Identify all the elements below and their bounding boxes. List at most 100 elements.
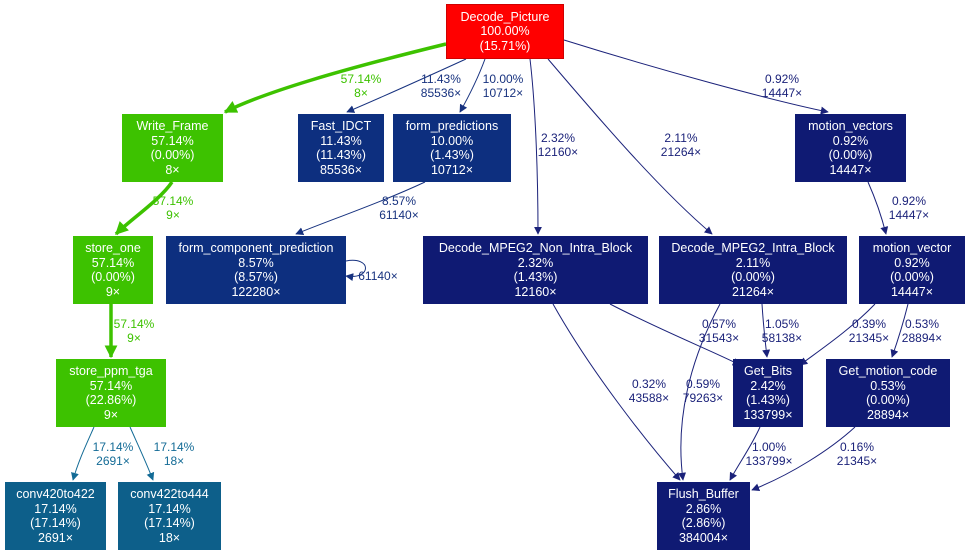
node-percent: 0.92% xyxy=(832,133,869,148)
node-name: Decode_MPEG2_Non_Intra_Block xyxy=(438,241,633,255)
node-name: conv420to422 xyxy=(16,487,95,501)
edge-decode_picture-to-decode_non_intra xyxy=(529,58,542,235)
edge-label: 1.05% 58138× xyxy=(742,317,822,345)
node-name: Decode_MPEG2_Intra_Block xyxy=(671,241,835,255)
node-percent: 2.32% xyxy=(517,255,554,270)
edge-label: 0.57% 31543× xyxy=(679,317,759,345)
edge-percent: 57.14% xyxy=(152,194,194,208)
node-decode-non-intra[interactable]: Decode_MPEG2_Non_Intra_Block 2.32% (1.43%)… xyxy=(423,236,648,304)
edge-percent: 1.05% xyxy=(764,317,800,331)
edge-label: 0.92% 14447× xyxy=(869,194,949,222)
edge-calls: 79263× xyxy=(682,391,724,405)
node-self-percent: (0.00%) xyxy=(150,148,195,162)
edge-calls: 14447× xyxy=(761,86,803,100)
node-self-percent: (1.43%) xyxy=(513,270,558,284)
node-self-percent: (15.71%) xyxy=(479,38,531,53)
edge-calls: 61140× xyxy=(379,208,419,222)
node-fast-idct[interactable]: Fast_IDCT 11.43% (11.43%) 85536× xyxy=(298,114,384,182)
edge-calls: 58138× xyxy=(761,331,803,345)
node-get-motion-code[interactable]: Get_motion_code 0.53% (0.00%) 28894× xyxy=(826,359,950,427)
node-self-percent: (22.86%) xyxy=(85,393,137,407)
edge-percent: 10.00% xyxy=(482,72,524,86)
node-form-predictions[interactable]: form_predictions 10.00% (1.43%) 10712× xyxy=(393,114,511,182)
node-calls: 12160× xyxy=(514,284,557,299)
node-name: conv422to444 xyxy=(130,487,209,501)
edge-form_component_prediction-to-form_component_prediction xyxy=(345,259,366,282)
node-self-percent: (0.00%) xyxy=(731,270,775,284)
edge-get_bits-to-flush_buffer xyxy=(729,426,761,481)
edge-decode_non_intra-to-flush_buffer xyxy=(552,303,681,481)
node-conv420to422[interactable]: conv420to422 17.14% (17.14%) 2691× xyxy=(5,482,106,550)
edge-label: 2.11% 21264× xyxy=(641,131,721,159)
node-name: motion_vectors xyxy=(808,119,893,133)
node-percent: 2.86% xyxy=(685,501,722,516)
node-flush-buffer[interactable]: Flush_Buffer 2.86% (2.86%) 384004× xyxy=(657,482,750,550)
node-calls: 14447× xyxy=(829,162,872,177)
edge-get_motion_code-to-flush_buffer xyxy=(751,426,856,492)
edge-percent: 0.39% xyxy=(851,317,887,331)
node-store-ppm-tga[interactable]: store_ppm_tga 57.14% (22.86%) 9× xyxy=(56,359,166,427)
edge-label: 8.57% 61140× xyxy=(359,194,439,222)
node-self-percent: (0.00%) xyxy=(890,270,934,284)
node-decode-picture[interactable]: Decode_Picture 100.00% (15.71%) xyxy=(446,4,564,59)
node-self-percent: (1.43%) xyxy=(430,148,474,162)
node-name: Write_Frame xyxy=(136,119,209,133)
edge-calls: 43588× xyxy=(628,391,670,405)
node-name: Decode_Picture xyxy=(460,9,550,24)
node-get-bits[interactable]: Get_Bits 2.42% (1.43%) 133799× xyxy=(733,359,803,427)
edge-store_ppm_tga-to-conv422to444 xyxy=(129,426,155,481)
node-calls: 133799× xyxy=(743,407,793,422)
edge-label: 61140× xyxy=(338,269,418,283)
node-self-percent: (0.00%) xyxy=(91,270,135,284)
edge-percent: 0.57% xyxy=(701,317,737,331)
edge-decode_intra-to-flush_buffer xyxy=(678,303,721,481)
edge-decode_picture-to-motion_vectors xyxy=(563,39,829,115)
node-name: Fast_IDCT xyxy=(310,119,372,133)
edge-calls: 9× xyxy=(166,208,180,222)
node-self-percent: (2.86%) xyxy=(681,516,726,530)
node-name: motion_vector xyxy=(872,241,952,255)
node-calls: 10712× xyxy=(430,162,474,177)
edge-calls: 133799× xyxy=(745,454,793,468)
node-calls: 21264× xyxy=(731,284,775,299)
edge-calls: 8× xyxy=(354,86,368,100)
node-calls: 18× xyxy=(158,530,181,545)
node-percent: 2.42% xyxy=(750,378,786,393)
edge-calls: 21264× xyxy=(660,145,702,159)
edge-percent: 57.14% xyxy=(340,72,382,86)
edge-calls: 28894× xyxy=(901,331,943,345)
node-percent: 0.53% xyxy=(870,378,906,393)
node-store-one[interactable]: store_one 57.14% (0.00%) 9× xyxy=(73,236,153,304)
node-percent: 17.14% xyxy=(34,501,77,516)
node-self-percent: (11.43%) xyxy=(316,148,366,162)
edge-decode_non_intra-to-get_bits xyxy=(609,303,741,366)
edge-percent: 8.57% xyxy=(381,194,417,208)
node-name: Get_motion_code xyxy=(838,364,938,378)
edge-calls: 18× xyxy=(163,454,185,468)
node-name: Get_Bits xyxy=(744,364,792,378)
node-self-percent: (1.43%) xyxy=(746,393,790,407)
edge-motion_vectors-to-motion_vector xyxy=(867,181,889,235)
edge-motion_vector-to-get_bits xyxy=(799,303,876,366)
edge-label: 17.14% 18× xyxy=(134,440,214,468)
node-write-frame[interactable]: Write_Frame 57.14% (0.00%) 8× xyxy=(122,114,223,182)
node-conv422to444[interactable]: conv422to444 17.14% (17.14%) 18× xyxy=(118,482,221,550)
edge-percent: 17.14% xyxy=(153,440,195,454)
edge-label: 17.14% 2691× xyxy=(73,440,153,468)
node-motion-vectors[interactable]: motion_vectors 0.92% (0.00%) 14447× xyxy=(795,114,906,182)
edge-calls: 21345× xyxy=(848,331,890,345)
node-decode-intra[interactable]: Decode_MPEG2_Intra_Block 2.11% (0.00%) 2126… xyxy=(659,236,847,304)
edge-percent: 1.00% xyxy=(751,440,787,454)
edge-write_frame-to-store_one xyxy=(114,180,174,236)
node-percent: 0.92% xyxy=(894,255,930,270)
node-self-percent: (0.00%) xyxy=(828,148,873,162)
node-form-component-prediction[interactable]: form_component_prediction 8.57% (8.57%) 122… xyxy=(166,236,346,304)
edge-label: 11.43% 85536× xyxy=(401,72,481,100)
node-calls: 85536× xyxy=(319,162,363,177)
node-name: store_ppm_tga xyxy=(69,364,153,378)
edge-label: 0.59% 79263× xyxy=(663,377,743,405)
node-percent: 57.14% xyxy=(89,378,133,393)
edge-form_predictions-to-form_component_prediction xyxy=(295,181,426,235)
node-motion-vector[interactable]: motion_vector 0.92% (0.00%) 14447× xyxy=(859,236,965,304)
